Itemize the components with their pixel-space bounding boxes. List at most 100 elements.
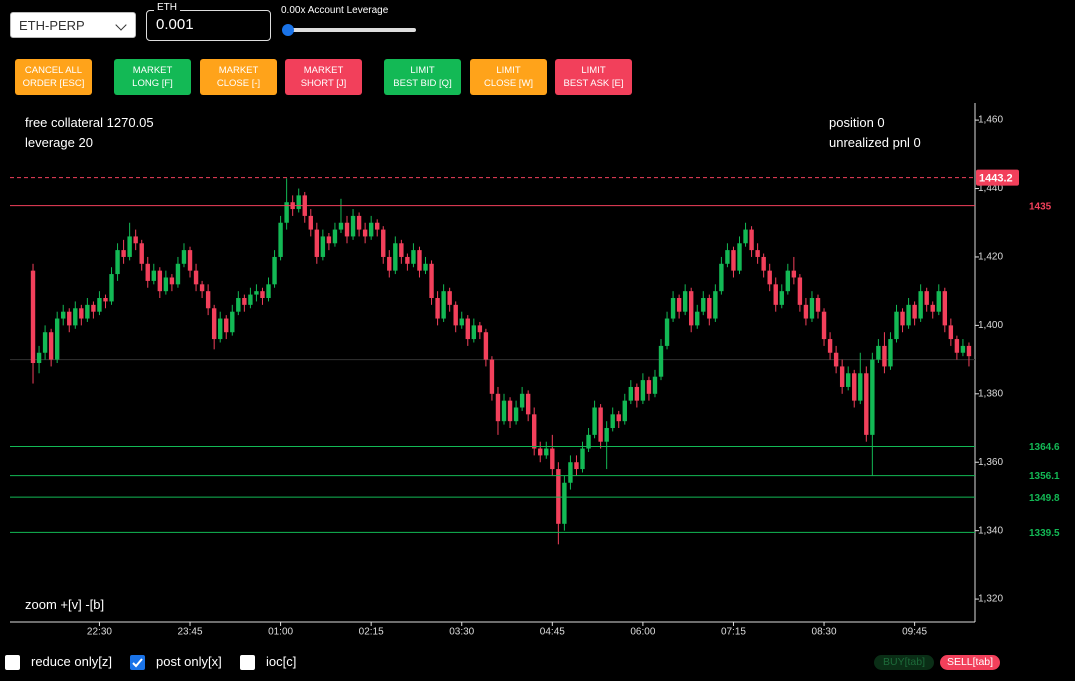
candle-body: [73, 308, 78, 326]
candle-body: [169, 277, 175, 285]
size-input[interactable]: [146, 10, 271, 41]
candle-body: [356, 215, 362, 230]
price-label: 1443.2: [979, 172, 1013, 184]
candle-body: [79, 308, 84, 319]
candle-body: [338, 222, 344, 230]
candle-body: [115, 250, 120, 275]
x-tick-label: 23:45: [178, 627, 203, 638]
free-collateral: free collateral 1270.05: [25, 115, 154, 130]
candle-body: [127, 236, 132, 257]
checkbox[interactable]: [130, 655, 145, 670]
position: position 0: [829, 115, 885, 130]
candle-body: [864, 373, 869, 435]
candle-body: [187, 250, 193, 271]
button-label: CANCEL ALL: [24, 65, 83, 76]
button-label: BEST BID [Q]: [393, 78, 452, 89]
price-label: 1349.8: [1029, 493, 1060, 504]
candle-body: [839, 366, 845, 387]
checkbox[interactable]: [240, 655, 255, 670]
candle-body: [598, 407, 603, 442]
candle-body: [936, 291, 941, 312]
candle-body: [393, 243, 398, 271]
x-tick-label: 22:30: [87, 627, 112, 638]
y-tick-label: 1,460: [978, 115, 1003, 126]
candle-body: [308, 215, 313, 230]
candle-body: [272, 256, 277, 285]
action-button[interactable]: MARKET SHORT [J]: [285, 59, 362, 95]
slider-track[interactable]: [288, 28, 416, 32]
action-button[interactable]: LIMIT BEST ASK [E]: [555, 59, 632, 95]
candle-body: [688, 291, 694, 326]
candle-body: [960, 345, 966, 353]
candle-body: [519, 393, 525, 408]
action-button[interactable]: MARKET CLOSE [-]: [200, 59, 277, 95]
candle-body: [429, 263, 434, 299]
candle-body: [326, 236, 332, 244]
candle-body: [918, 291, 923, 319]
candle-body: [157, 270, 163, 292]
candle-body: [670, 298, 676, 319]
candle-body: [737, 243, 742, 271]
candle-body: [622, 400, 627, 422]
action-button[interactable]: LIMIT BEST BID [Q]: [384, 59, 461, 95]
candle-body: [332, 229, 338, 244]
candle-body: [513, 407, 519, 422]
candle-body: [405, 256, 410, 264]
x-tick-label: 01:00: [268, 627, 293, 638]
button-label: LIMIT: [496, 65, 521, 76]
button-label: MARKET: [218, 65, 259, 76]
button-label: BEST ASK [E]: [563, 78, 624, 89]
x-tick-label: 02:15: [359, 627, 384, 638]
candle-body: [441, 291, 446, 319]
candle-body: [803, 304, 809, 319]
y-tick-label: 1,340: [978, 525, 1003, 536]
candle-body: [181, 250, 187, 264]
action-button[interactable]: CANCEL ALL ORDER [ESC]: [15, 59, 92, 95]
y-tick-label: 1,360: [978, 457, 1003, 468]
candle-body: [767, 270, 772, 285]
candle-body: [163, 277, 169, 292]
candle-body: [550, 448, 555, 470]
candle-body: [586, 434, 591, 449]
checkbox[interactable]: [5, 655, 20, 670]
candle-body: [278, 222, 283, 257]
candle-body: [906, 304, 911, 326]
price-label: 1364.6: [1029, 442, 1060, 453]
checkbox-label: ioc[c]: [266, 654, 297, 669]
candle-body: [966, 345, 972, 357]
candle-body: [525, 393, 531, 415]
action-button[interactable]: LIMIT CLOSE [W]: [470, 59, 547, 95]
candle-body: [725, 250, 730, 264]
candle-body: [501, 400, 507, 422]
action-button[interactable]: MARKET LONG [F]: [114, 59, 191, 95]
candle-body: [109, 274, 114, 302]
price-label: 1339.5: [1029, 528, 1060, 539]
candle-body: [827, 339, 833, 353]
candle-body: [852, 373, 857, 401]
candle-body: [562, 482, 567, 524]
candle-body: [375, 222, 380, 230]
sell-toggle[interactable]: SELL[tab]: [940, 655, 1000, 670]
button-label: LONG [F]: [132, 78, 173, 89]
buy-toggle[interactable]: BUY[tab]: [874, 655, 934, 670]
candle-body: [133, 236, 138, 244]
candle-body: [85, 304, 90, 319]
leverage-label: 0.00x Account Leverage: [281, 5, 389, 16]
check-icon: [132, 658, 143, 668]
candle-body: [139, 243, 144, 264]
x-tick-label: 04:45: [540, 627, 565, 638]
candle-body: [833, 352, 839, 367]
candle-body: [664, 318, 670, 346]
symbol-select[interactable]: ETH-PERP: [10, 12, 136, 38]
candle-body: [471, 325, 477, 340]
candle-body: [362, 229, 368, 237]
slider-thumb[interactable]: [282, 24, 294, 36]
candle-body: [556, 469, 561, 524]
button-label: CLOSE [-]: [216, 78, 261, 89]
candle-body: [284, 202, 289, 223]
candle-body: [42, 332, 48, 353]
candle-body: [121, 250, 126, 257]
candle-body: [954, 339, 960, 353]
candle-body: [544, 448, 549, 456]
